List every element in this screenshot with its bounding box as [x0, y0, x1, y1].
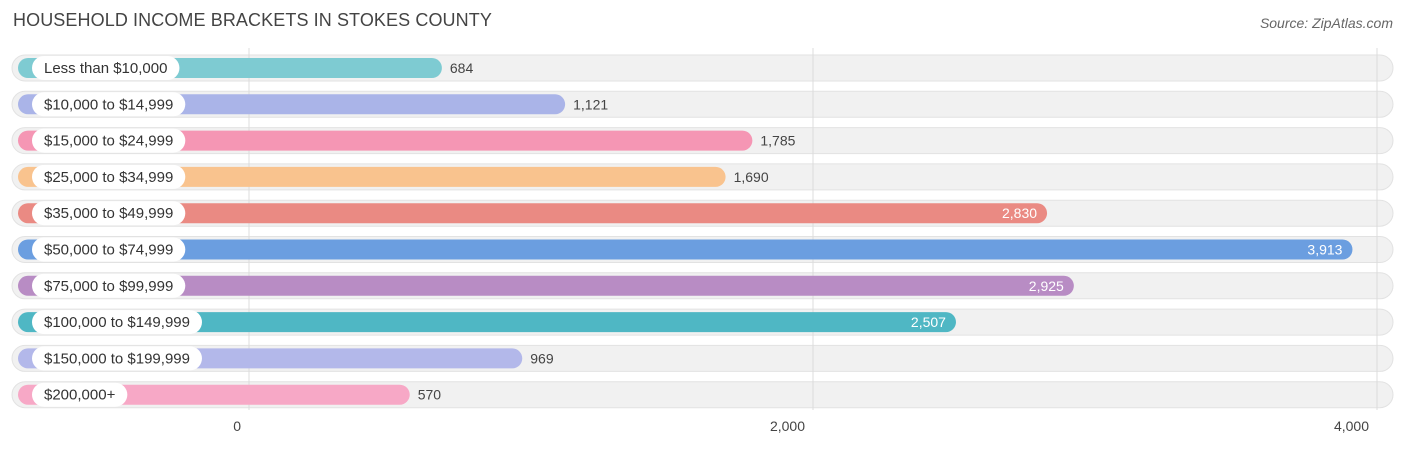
category-pill [32, 237, 186, 262]
x-tick-label: 4,000 [1334, 418, 1369, 434]
category-label: $100,000 to $149,999 [44, 314, 190, 331]
category-pill [32, 56, 180, 80]
bar [18, 130, 753, 151]
bar [18, 166, 726, 187]
bar [18, 312, 956, 333]
value-label: 2,507 [911, 314, 946, 330]
value-label: 570 [418, 387, 442, 403]
bar [18, 275, 1074, 296]
value-label: 1,785 [760, 133, 795, 149]
category-label: Less than $10,000 [44, 60, 167, 77]
value-label: 1,121 [573, 96, 608, 112]
value-label: 969 [530, 350, 554, 366]
category-pill [32, 128, 186, 153]
source-attribution: Source: ZipAtlas.com [1259, 15, 1393, 31]
category-pill [32, 164, 186, 189]
category-pill [32, 346, 202, 371]
value-label: 2,830 [1002, 205, 1037, 221]
bar [18, 203, 1048, 224]
category-pill [32, 382, 128, 407]
chart-title: HOUSEHOLD INCOME BRACKETS IN STOKES COUN… [13, 10, 492, 30]
category-label: $10,000 to $14,999 [44, 96, 173, 113]
category-label: $150,000 to $199,999 [44, 350, 190, 367]
value-label: 1,690 [734, 169, 769, 185]
category-label: $15,000 to $24,999 [44, 133, 173, 150]
category-label: $35,000 to $49,999 [44, 205, 173, 222]
value-label: 2,925 [1029, 278, 1064, 294]
value-label: 3,913 [1307, 242, 1342, 258]
value-label: 684 [450, 60, 474, 76]
category-label: $75,000 to $99,999 [44, 278, 173, 295]
category-pill [32, 273, 186, 298]
bar [18, 239, 1353, 260]
x-tick-label: 0 [233, 418, 241, 434]
category-label: $50,000 to $74,999 [44, 242, 173, 259]
category-pill [32, 310, 202, 335]
category-pill [32, 92, 186, 117]
category-pill [32, 201, 186, 226]
category-label: $25,000 to $34,999 [44, 169, 173, 186]
category-label: $200,000+ [44, 387, 116, 404]
x-tick-label: 2,000 [770, 418, 805, 434]
